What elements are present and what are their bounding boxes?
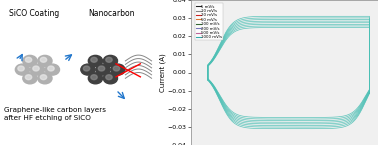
Circle shape (88, 73, 102, 84)
Legend: 5 mV/s, 10 mV/s, 20 mV/s, 50 mV/s, 100 mV/s, 200 mV/s, 500 mV/s, 1000 mV/s: 5 mV/s, 10 mV/s, 20 mV/s, 50 mV/s, 100 m… (195, 3, 223, 40)
Circle shape (40, 75, 47, 80)
Text: Graphene-like carbon layers
after HF etching of SiCO: Graphene-like carbon layers after HF etc… (4, 107, 106, 121)
Circle shape (33, 66, 39, 71)
Circle shape (25, 75, 32, 80)
Circle shape (91, 57, 97, 62)
Y-axis label: Current (A): Current (A) (160, 53, 166, 92)
Circle shape (38, 73, 52, 84)
Circle shape (83, 66, 90, 71)
Circle shape (106, 75, 112, 80)
Circle shape (15, 64, 29, 75)
Circle shape (91, 75, 97, 80)
Circle shape (30, 64, 45, 75)
Circle shape (23, 73, 37, 84)
Circle shape (23, 55, 37, 66)
Circle shape (103, 73, 118, 84)
Circle shape (38, 55, 52, 66)
Circle shape (113, 66, 120, 71)
Circle shape (81, 64, 95, 75)
Text: SiCO Coating: SiCO Coating (9, 9, 60, 18)
Circle shape (96, 64, 110, 75)
Circle shape (48, 66, 54, 71)
Circle shape (103, 55, 118, 66)
Circle shape (88, 55, 102, 66)
Circle shape (106, 57, 112, 62)
Circle shape (25, 57, 32, 62)
Circle shape (18, 66, 24, 71)
Circle shape (111, 64, 125, 75)
Circle shape (45, 64, 59, 75)
Circle shape (98, 66, 105, 71)
Text: Nanocarbon: Nanocarbon (88, 9, 135, 18)
Circle shape (40, 57, 47, 62)
